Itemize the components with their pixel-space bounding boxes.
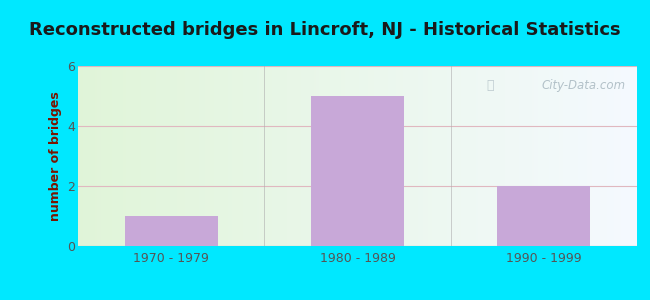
Bar [125, 216, 218, 246]
Text: Reconstructed bridges in Lincroft, NJ - Historical Statistics: Reconstructed bridges in Lincroft, NJ - … [29, 21, 621, 39]
Bar [311, 96, 404, 246]
Y-axis label: number of bridges: number of bridges [49, 91, 62, 221]
Text: City-Data.com: City-Data.com [541, 79, 626, 92]
Text: ⓘ: ⓘ [486, 79, 493, 92]
Bar [497, 186, 590, 246]
